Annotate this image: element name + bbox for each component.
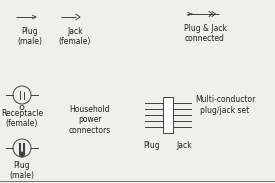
Text: Jack
(female): Jack (female) (59, 27, 91, 46)
Text: Receptacle
(female): Receptacle (female) (1, 109, 43, 128)
Bar (163, 97, 173, 133)
Text: Plug
(male): Plug (male) (10, 161, 34, 180)
Text: Plug
(male): Plug (male) (18, 27, 43, 46)
Text: Plug: Plug (144, 141, 160, 150)
Text: Multi-conductor
plug/jack set: Multi-conductor plug/jack set (195, 95, 255, 115)
Text: Jack: Jack (176, 141, 192, 150)
Circle shape (20, 152, 24, 157)
Text: Plug & Jack
connected: Plug & Jack connected (183, 24, 227, 43)
Text: Household
power
connectors: Household power connectors (69, 105, 111, 135)
